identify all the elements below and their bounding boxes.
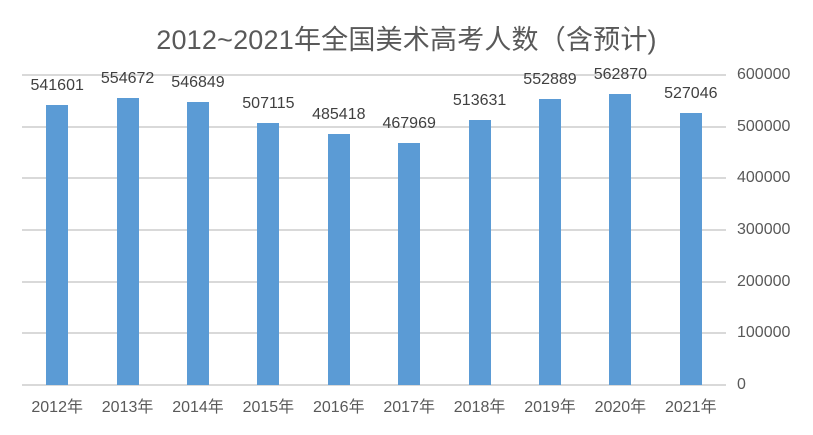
gridline <box>22 125 726 128</box>
bar-2015年 <box>257 122 280 385</box>
bar-2019年 <box>539 99 561 385</box>
bar-2013年 <box>116 98 139 385</box>
gridline <box>22 229 726 231</box>
data-label: 562870 <box>593 66 648 84</box>
bar-2020年 <box>609 94 632 385</box>
x-tick-label: 2012年 <box>31 399 83 416</box>
x-tick-label: 2013年 <box>101 399 154 416</box>
x-tick-label: 2019年 <box>524 399 576 416</box>
data-label: 527046 <box>664 84 718 102</box>
data-label: 552889 <box>523 71 577 89</box>
x-tick-label: 2015年 <box>242 399 295 416</box>
bar-2017年 <box>398 143 421 385</box>
data-label: 467969 <box>382 115 436 133</box>
y-tick-label: 500000 <box>737 117 791 135</box>
bar-2021年 <box>679 112 702 385</box>
x-tick-label: 2018年 <box>453 399 506 416</box>
bar-2012年 <box>46 105 69 385</box>
data-label: 546849 <box>171 74 225 92</box>
bar-2018年 <box>468 119 491 385</box>
plot-area <box>22 74 726 386</box>
y-tick-label: 600000 <box>737 66 791 83</box>
gridline <box>22 177 726 180</box>
x-tick-label: 2021年 <box>664 399 717 416</box>
gridline <box>22 74 726 76</box>
x-tick-label: 2014年 <box>172 399 224 416</box>
x-tick-label: 2020年 <box>594 399 647 416</box>
data-label: 513631 <box>452 91 507 109</box>
data-label: 485418 <box>312 106 366 124</box>
gridline <box>22 384 726 386</box>
data-label: 507115 <box>242 94 295 112</box>
y-tick-label: 300000 <box>737 221 791 238</box>
y-tick-label: 200000 <box>737 272 791 290</box>
y-tick-label: 0 <box>737 376 746 393</box>
data-label: 554672 <box>100 70 155 88</box>
bar-2016年 <box>327 134 350 385</box>
y-tick-label: 100000 <box>737 324 791 342</box>
bar-2014年 <box>187 102 209 385</box>
gridline <box>22 332 726 335</box>
gridline <box>22 280 726 283</box>
chart-title: 2012~2021年全国美术高考人数（含预计) <box>156 25 657 55</box>
y-tick-label: 400000 <box>737 169 791 187</box>
data-label: 541601 <box>30 77 84 95</box>
x-tick-label: 2017年 <box>383 399 435 416</box>
x-tick-label: 2016年 <box>312 399 365 416</box>
